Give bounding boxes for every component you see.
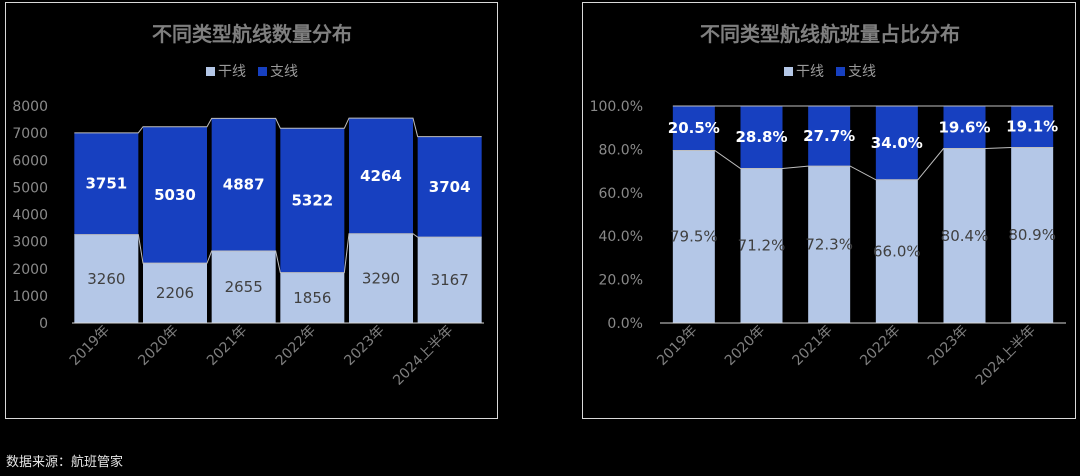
bar-branch (808, 106, 851, 167)
data-label-trunk: 71.2% (738, 237, 786, 255)
y-tick-label: 8000 (12, 99, 48, 115)
bar-trunk (808, 166, 851, 323)
x-tick-label: 2024上半年 (390, 323, 456, 389)
y-tick-label: 3000 (12, 235, 48, 251)
chart-panel-flight-share: 不同类型航线航班量占比分布干线 支线 0.0% 20.0% 40.0% 60.0% 80.0… (582, 2, 1076, 419)
chart-title: 不同类型航线数量分布 (152, 22, 352, 46)
data-label-trunk: 80.4% (941, 227, 989, 245)
x-tick-label: 2023年 (341, 323, 387, 369)
x-tick-label: 2023年 (925, 323, 971, 369)
bar-branch (417, 136, 482, 238)
y-tick-label: 80.0% (599, 142, 643, 158)
data-label-branch: 3704 (429, 178, 471, 196)
series-line-trunk (672, 146, 1054, 181)
x-tick-label: 2021年 (790, 323, 836, 369)
data-label-trunk: 2655 (225, 278, 263, 296)
y-tick-label: 60.0% (599, 186, 643, 202)
y-tick-label: 20.0% (599, 273, 643, 289)
bar-trunk (349, 233, 413, 323)
bar-branch (943, 106, 986, 149)
bar-branch (74, 132, 139, 235)
legend-label-branch: 支线 (848, 64, 876, 80)
bar-trunk (740, 168, 783, 323)
y-tick-label: 0.0% (607, 316, 643, 332)
x-tick-label: 2020年 (722, 323, 768, 369)
legend-label-trunk: 干线 (796, 64, 824, 80)
x-tick-label: 2019年 (654, 323, 700, 369)
x-tick-label: 2022年 (857, 323, 903, 369)
series-line-branch (74, 117, 482, 138)
bar-branch (740, 106, 783, 169)
bar-trunk (672, 150, 715, 323)
bar-trunk (1011, 147, 1054, 323)
source-note: 数据来源：航班管家 (6, 455, 124, 470)
bar-trunk (943, 148, 986, 323)
data-label-branch: 3751 (85, 175, 127, 193)
data-label-trunk: 3260 (87, 270, 125, 288)
legend-swatch-branch (258, 67, 267, 76)
data-label-branch: 5030 (154, 186, 196, 204)
chart-title: 不同类型航线航班量占比分布 (700, 22, 960, 46)
bar-branch (211, 118, 276, 251)
bar-trunk (280, 272, 345, 323)
y-tick-label: 6000 (12, 153, 48, 169)
data-label-branch: 4887 (223, 176, 265, 194)
bar-branch (143, 126, 207, 264)
bar-trunk (143, 263, 207, 323)
legend-label-branch: 支线 (270, 64, 298, 80)
bar-branch (349, 118, 413, 234)
y-tick-label: 0 (39, 316, 48, 332)
y-tick-label: 100.0% (590, 99, 643, 115)
bar-branch (280, 128, 345, 273)
legend-label-trunk: 干线 (218, 64, 246, 80)
y-tick-label: 7000 (12, 126, 48, 142)
data-label-trunk: 66.0% (873, 242, 921, 260)
bar-branch (875, 106, 918, 180)
bar-trunk (211, 250, 276, 323)
data-label-trunk: 1856 (293, 289, 331, 307)
y-tick-label: 2000 (12, 262, 48, 278)
x-tick-label: 2021年 (204, 323, 250, 369)
data-label-branch: 5322 (291, 191, 333, 209)
data-label-trunk: 3167 (431, 271, 469, 289)
x-tick-label: 2019年 (67, 323, 113, 369)
bar-branch (1011, 106, 1054, 148)
data-label-branch: 28.8% (735, 128, 787, 146)
x-tick-label: 2022年 (273, 323, 319, 369)
data-label-branch: 27.7% (803, 127, 855, 145)
y-tick-label: 5000 (12, 180, 48, 196)
data-label-branch: 20.5% (668, 119, 720, 137)
x-tick-label: 2020年 (135, 323, 181, 369)
bar-trunk (417, 237, 482, 323)
data-label-branch: 4264 (360, 167, 402, 185)
legend-swatch-branch (836, 67, 845, 76)
data-label-trunk: 3290 (362, 269, 400, 287)
data-label-branch: 19.1% (1006, 118, 1058, 136)
y-tick-label: 40.0% (599, 229, 643, 245)
data-label-trunk: 79.5% (670, 228, 718, 246)
data-label-trunk: 72.3% (805, 236, 853, 254)
data-label-trunk: 2206 (156, 284, 194, 302)
y-tick-label: 4000 (12, 208, 48, 224)
bar-trunk (74, 234, 139, 323)
chart-panel-route-count: 不同类型航线数量分布干线 支线 0 1000 2000 3000 4000 5000 6000 7… (5, 2, 498, 419)
data-label-branch: 34.0% (871, 134, 923, 152)
legend-swatch-trunk (206, 67, 215, 76)
bar-branch (672, 106, 715, 151)
bar-trunk (875, 179, 918, 323)
x-tick-label: 2024上半年 (973, 323, 1039, 389)
series-line-trunk (74, 233, 482, 274)
data-label-trunk: 80.9% (1008, 226, 1056, 244)
data-label-branch: 19.6% (938, 118, 990, 136)
y-tick-label: 1000 (12, 289, 48, 305)
legend-swatch-trunk (784, 67, 793, 76)
